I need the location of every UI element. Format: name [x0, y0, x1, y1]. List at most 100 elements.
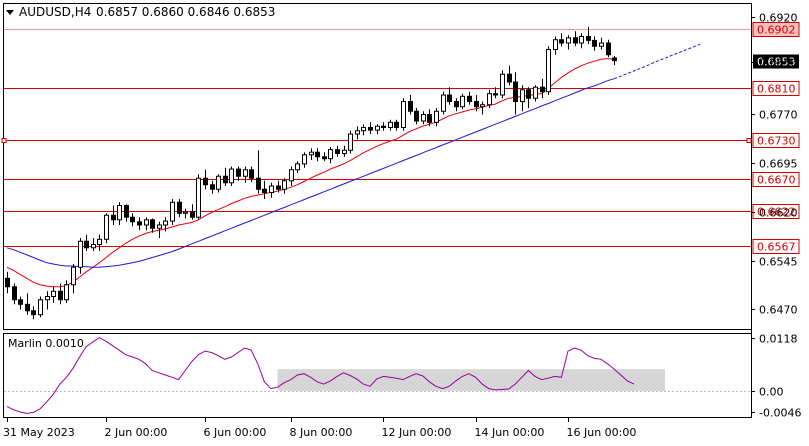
level-price-tag — [752, 172, 800, 187]
candle-body — [45, 296, 50, 301]
candle-body — [375, 125, 380, 131]
candle-body — [493, 93, 498, 96]
time-tick-label: 8 Jun 00:00 — [290, 426, 353, 439]
candle-body — [12, 286, 17, 301]
level-price-tag — [752, 22, 800, 37]
time-tick-label: 14 Jun 00:00 — [475, 426, 545, 439]
candle-body — [586, 36, 591, 41]
price-tick-label: 0.6620 — [759, 207, 798, 220]
candle-body — [269, 185, 274, 193]
candle-body — [441, 94, 446, 112]
candle-body — [144, 219, 149, 226]
time-tick-label: 12 Jun 00:00 — [382, 426, 452, 439]
candle-body — [414, 110, 419, 122]
candle-body — [236, 168, 241, 177]
marlin-tick-label: -0.0046 — [759, 407, 801, 420]
candle-body — [487, 93, 492, 106]
candle-body — [328, 149, 333, 160]
candle-body — [130, 216, 135, 223]
candle-body — [97, 238, 102, 246]
candle-body — [559, 39, 564, 44]
candle-body — [401, 101, 406, 128]
collapse-triangle-icon[interactable] — [6, 10, 14, 15]
candle-body — [460, 95, 465, 108]
candle-body — [434, 110, 439, 123]
candle-body — [38, 299, 43, 316]
candle-body — [58, 290, 63, 301]
candle-body — [84, 240, 89, 249]
level-price-tag — [752, 239, 800, 254]
level-handle[interactable] — [746, 138, 752, 143]
marlin-tick-label: 0.0118 — [759, 333, 798, 346]
candle-body — [71, 266, 76, 286]
candle-body — [335, 149, 340, 155]
candle-body — [361, 127, 366, 132]
candle-body — [381, 125, 386, 128]
candle-body — [573, 37, 578, 44]
candle-body — [104, 214, 109, 240]
ohlc-values: 0.6857 0.6860 0.6846 0.6853 — [96, 5, 275, 19]
time-tick-label: 6 Jun 00:00 — [204, 426, 267, 439]
price-tick-label: 0.6920 — [759, 12, 798, 25]
candle-body — [157, 224, 162, 229]
time-tick-label: 16 Jun 00:00 — [567, 426, 637, 439]
candle-body — [507, 73, 512, 83]
candle-body — [51, 290, 56, 297]
candle-body — [520, 89, 525, 103]
candle-body — [170, 201, 175, 222]
candle-body — [342, 149, 347, 154]
level-handle[interactable] — [1, 138, 7, 143]
candle-body — [150, 219, 155, 229]
candle-body — [163, 220, 168, 226]
current-price-label: 0.6853 — [757, 56, 796, 69]
candle-body — [111, 214, 116, 221]
current-price-tag — [753, 54, 799, 69]
candle-body — [203, 177, 208, 186]
candle-body — [447, 94, 452, 102]
candle-body — [526, 89, 531, 99]
candle-body — [91, 244, 96, 249]
candle-body — [394, 121, 399, 129]
price-tick-label: 0.6470 — [759, 304, 798, 317]
level-price-tag — [752, 204, 800, 219]
candle-body — [348, 133, 353, 151]
candle-body — [223, 175, 228, 184]
price-tick-label: 0.6850 — [759, 57, 798, 70]
level-price-tag — [752, 81, 800, 96]
main-pane-frame — [3, 3, 752, 330]
candle-body — [256, 177, 261, 190]
candle-body — [18, 299, 23, 305]
candle-body — [408, 101, 413, 112]
candle-body — [64, 284, 69, 301]
candle-body — [355, 130, 360, 135]
candle-body — [579, 36, 584, 44]
candle-body — [183, 211, 188, 214]
candle-body — [5, 277, 10, 288]
candle-body — [229, 168, 234, 184]
price-tick-label: 0.6545 — [759, 256, 798, 269]
time-tick-label: 2 Jun 00:00 — [105, 426, 168, 439]
candle-body — [210, 184, 215, 190]
candle-body — [309, 151, 314, 156]
candle-body — [540, 86, 545, 93]
candle-body — [282, 180, 287, 190]
candle-body — [480, 104, 485, 108]
price-tick-label: 0.6770 — [759, 109, 798, 122]
ma-slow-line — [6, 78, 615, 268]
candle-body — [124, 205, 129, 218]
level-price-label: 0.6902 — [757, 24, 796, 37]
level-price-tag — [752, 133, 800, 148]
time-tick-label: 31 May 2023 — [3, 426, 75, 439]
symbol-label: AUDUSD,H4 — [19, 5, 91, 19]
candle-body — [302, 154, 307, 165]
candle-body — [289, 169, 294, 182]
candle-body — [612, 57, 617, 62]
candle-body — [315, 151, 320, 158]
candle-body — [566, 37, 571, 44]
candle-body — [513, 81, 518, 102]
level-price-label: 0.6730 — [757, 135, 796, 148]
candle-body — [546, 49, 551, 93]
candle-body — [262, 188, 267, 193]
